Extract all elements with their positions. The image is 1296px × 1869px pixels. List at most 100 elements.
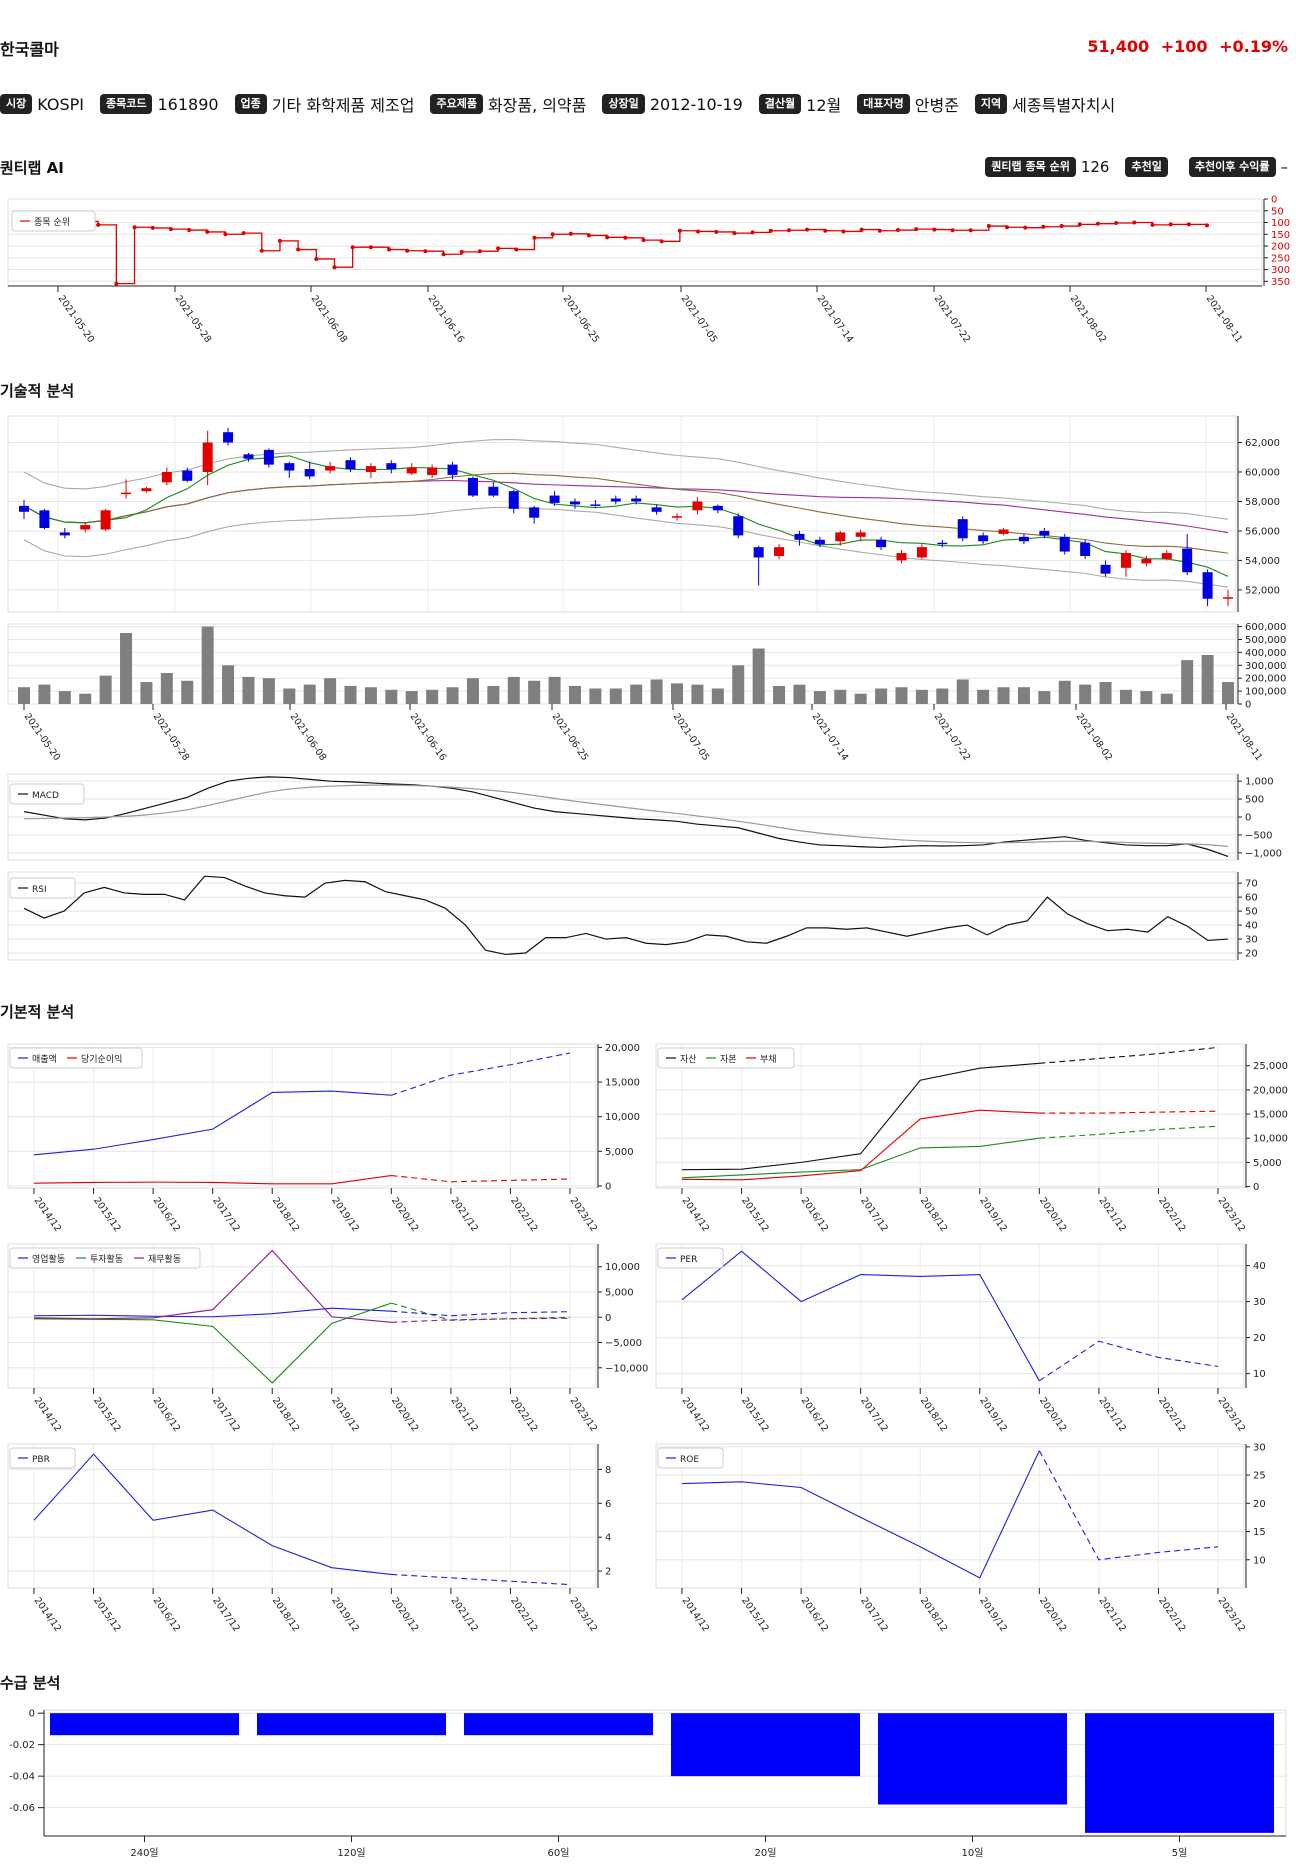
x-tick-label: 2020/12 (389, 1595, 421, 1634)
x-tick-label: 60일 (548, 1847, 570, 1859)
volume-bar (18, 687, 30, 704)
candle-body (1141, 558, 1152, 564)
rank-point (932, 227, 937, 232)
roe-chart: 10 15 20 25 30 ROE 2014/12 2015/12 2016/12 2017/1… (655, 1442, 1266, 1634)
legend-label: 영업활동 (32, 1253, 65, 1265)
rank-point (387, 247, 392, 252)
x-tick-label: 2021/12 (1096, 1595, 1128, 1634)
rank-point (532, 235, 537, 240)
rank-value: 126 (1080, 158, 1110, 176)
x-tick-label: 2017/12 (858, 1395, 890, 1434)
volume-bar (650, 679, 663, 704)
candle-body (610, 498, 621, 502)
info-value: 화장품, 의약품 (487, 96, 587, 115)
x-tick-label: 2018/12 (270, 1395, 302, 1434)
y-tick-label: 250 (1271, 253, 1290, 264)
candle-body (59, 532, 70, 536)
candle-body (182, 470, 193, 481)
candle-body (141, 488, 152, 492)
y-tick-label: 4 (605, 1533, 611, 1544)
x-tick-label: 2021-08-02 (1068, 293, 1109, 345)
legend-label: RSI (32, 885, 47, 895)
volume-bar (671, 683, 684, 704)
rank-point (132, 225, 137, 230)
y-tick-label: 200 (1271, 242, 1290, 253)
volume-bar (548, 676, 561, 704)
y-tick-label: -0.04 (9, 1772, 35, 1783)
y-tick-label: 300,000 (1245, 661, 1286, 672)
x-tick-label: 2020/12 (1037, 1595, 1069, 1634)
series-line-actual (33, 1090, 392, 1156)
x-tick-label: 2021-07-14 (815, 293, 856, 345)
price-change: +100 (1160, 37, 1208, 56)
x-tick-label: 2021-06-08 (288, 711, 329, 763)
cashflow-chart: −10,000 −5,000 0 5,000 10,000 영업활동 투자활동 재무활동 201… (7, 1243, 648, 1434)
y-tick-label: 25 (1253, 1471, 1266, 1482)
rank-point (550, 232, 555, 237)
info-item: 업종 기타 화학제품 제조업 (234, 92, 414, 116)
supply-bar (1085, 1713, 1274, 1833)
candle-body (161, 472, 172, 483)
candle-body (916, 547, 927, 558)
rank-point (586, 233, 591, 238)
x-tick-label: 2018/12 (918, 1395, 950, 1434)
candle-body (549, 495, 560, 503)
volume-bar (773, 685, 786, 704)
rank-point (1114, 220, 1119, 225)
candle-body (19, 505, 29, 512)
legend-label: 자산 (680, 1054, 697, 1065)
rank-point (223, 232, 228, 237)
info-label: 지역 (974, 94, 1008, 114)
candle-body (121, 492, 132, 495)
volume-bar (711, 688, 724, 704)
y-tick-label: 350 (1271, 277, 1290, 288)
rank-point (441, 252, 446, 257)
x-tick-label: 2016/12 (799, 1195, 831, 1234)
x-tick-label: 2021/12 (448, 1395, 480, 1434)
y-tick-label: 6 (605, 1499, 611, 1510)
candle-body (998, 529, 1009, 534)
per-chart: 10 20 30 40 PER 2014/12 2015/12 2016/12 2017/12 2… (655, 1243, 1266, 1434)
legend-label: 투자활동 (90, 1253, 123, 1265)
return-value: – (1280, 158, 1289, 176)
volume-bar (630, 684, 643, 704)
rank-point (805, 227, 810, 232)
volume-bar (1140, 691, 1153, 704)
rank-point (641, 238, 646, 243)
info-value: 안병준 (914, 96, 959, 115)
candle-body (284, 463, 295, 471)
candle-body (243, 454, 254, 459)
candlestick-chart: 52,000 54,000 56,000 58,000 60,000 62,000 (7, 415, 1280, 613)
volume-bar (324, 678, 337, 704)
volume-bar (1099, 682, 1112, 704)
y-tick-label: 15,000 (605, 1078, 640, 1089)
volume-bar (487, 685, 500, 704)
y-tick-label: 0 (605, 1181, 611, 1192)
candle-body (794, 533, 805, 540)
info-label: 대표자명 (857, 94, 910, 114)
series-line-forecast (1038, 1450, 1219, 1561)
x-tick-label: 120일 (337, 1847, 365, 1859)
rank-point (405, 248, 410, 253)
info-item: 주요제품 화장품, 의약품 (430, 92, 586, 116)
volume-bar (38, 684, 51, 704)
volume-bar (79, 693, 92, 704)
rank-label: 퀀티랩 종목 순위 (985, 157, 1076, 177)
volume-bar (426, 689, 439, 704)
x-tick-label: 2015/12 (91, 1195, 123, 1234)
series-line-forecast (391, 1174, 571, 1183)
plot-frame (7, 1443, 597, 1589)
rank-point (168, 227, 173, 232)
series-line-actual (33, 1174, 392, 1185)
series-line-forecast (391, 1302, 571, 1321)
candle-body (223, 432, 234, 443)
volume-bar (446, 687, 459, 704)
x-tick-label: 2014/12 (32, 1595, 64, 1634)
x-tick-label: 2021-06-25 (561, 293, 602, 345)
candle-body (835, 532, 846, 542)
rank-point (823, 228, 828, 233)
x-tick-label: 2020/12 (1037, 1395, 1069, 1434)
candle-body (774, 547, 785, 556)
info-label: 결산월 (758, 94, 802, 114)
